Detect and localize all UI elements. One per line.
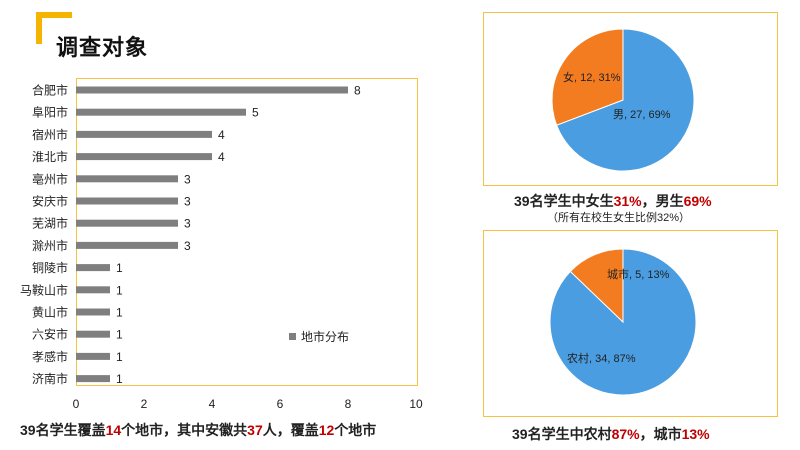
y-tick-label: 阜阳市 — [32, 105, 68, 120]
caption-text: 个地市，其中安徽共 — [121, 422, 248, 438]
data-label: 1 — [116, 328, 123, 342]
data-label: 8 — [354, 84, 361, 98]
y-tick-label: 黄山市 — [32, 305, 68, 320]
caption-text: ，城市 — [639, 426, 682, 442]
y-tick-label: 芜湖市 — [32, 216, 68, 231]
y-tick-label: 滁州市 — [32, 238, 68, 253]
caption-highlight: 31% — [613, 193, 642, 209]
title-bracket-horizontal — [36, 12, 72, 18]
data-label: 3 — [184, 239, 191, 253]
caption-text: 39名学生中农村 — [512, 426, 612, 442]
gender-pie-caption: 39名学生中女生31%，男生69% — [514, 191, 712, 211]
data-label: 1 — [116, 283, 123, 297]
data-label: 3 — [184, 217, 191, 231]
caption-highlight: 14 — [105, 422, 122, 438]
pie-label: 农村, 34, 87% — [567, 351, 636, 365]
x-tick-label: 4 — [209, 397, 216, 411]
gender-pie-note: （所有在校生女生比例32%） — [547, 212, 691, 224]
bar — [76, 86, 348, 94]
bar — [76, 130, 212, 138]
pie-label: 男, 27, 69% — [613, 109, 671, 121]
data-label: 1 — [116, 350, 123, 364]
bar — [76, 286, 110, 294]
y-tick-label: 六安市 — [32, 327, 68, 342]
caption-text: 39名学生覆盖 — [20, 422, 106, 438]
y-tick-label: 亳州市 — [32, 171, 68, 186]
x-tick-label: 8 — [345, 397, 352, 411]
bar — [76, 197, 178, 205]
y-tick-label: 淮北市 — [32, 149, 68, 164]
bar — [76, 264, 110, 272]
bar-chart-frame — [76, 78, 418, 386]
x-tick-label: 2 — [141, 397, 148, 411]
y-tick-label: 孝感市 — [32, 349, 68, 364]
data-label: 3 — [184, 172, 191, 186]
data-label: 1 — [116, 372, 123, 386]
data-label: 3 — [184, 195, 191, 209]
bar — [76, 375, 110, 383]
y-tick-label: 马鞍山市 — [20, 282, 68, 297]
legend-swatch — [289, 333, 296, 340]
caption-text: 39名学生中女生 — [514, 193, 614, 209]
legend-label: 地市分布 — [301, 329, 349, 344]
bar — [76, 352, 110, 360]
caption-highlight: 87% — [611, 426, 640, 442]
pie-label: 城市, 5, 13% — [607, 267, 670, 281]
caption-highlight: 69% — [683, 193, 712, 209]
y-tick-label: 济南市 — [32, 371, 68, 386]
y-tick-label: 安庆市 — [32, 194, 68, 209]
data-label: 4 — [218, 150, 225, 164]
caption-highlight: 13% — [681, 426, 710, 442]
caption-text: 人，覆盖 — [262, 422, 319, 438]
data-label: 1 — [116, 261, 123, 275]
caption-text: ，男生 — [641, 193, 684, 209]
residence-pie-caption: 39名学生中农村87%，城市13% — [512, 424, 710, 444]
data-label: 4 — [218, 128, 225, 142]
caption-highlight: 12 — [318, 422, 335, 438]
pie-slice — [555, 28, 695, 172]
pie-label: 女, 12, 31% — [563, 70, 621, 84]
x-tick-label: 10 — [409, 397, 423, 411]
y-tick-label: 宿州市 — [32, 127, 68, 142]
data-label: 1 — [116, 306, 123, 320]
y-tick-label: 铜陵市 — [32, 260, 68, 275]
x-tick-label: 0 — [73, 397, 80, 411]
y-tick-label: 合肥市 — [32, 83, 68, 98]
bar — [76, 175, 178, 183]
title-bracket-vertical — [36, 12, 42, 44]
bar — [76, 108, 246, 116]
bar-chart-caption: 39名学生覆盖14个地市，其中安徽共37人，覆盖12个地市 — [20, 420, 376, 440]
bar — [76, 153, 212, 161]
page-title: 调查对象 — [56, 35, 149, 60]
bar — [76, 330, 110, 338]
bar — [76, 219, 178, 227]
data-label: 5 — [252, 106, 259, 120]
caption-text: 个地市 — [334, 422, 377, 438]
pie-slice — [551, 28, 624, 126]
pie-slice — [569, 248, 624, 324]
caption-highlight: 37 — [247, 422, 263, 438]
bar — [76, 241, 178, 249]
x-tick-label: 6 — [277, 397, 284, 411]
bar — [76, 308, 110, 316]
